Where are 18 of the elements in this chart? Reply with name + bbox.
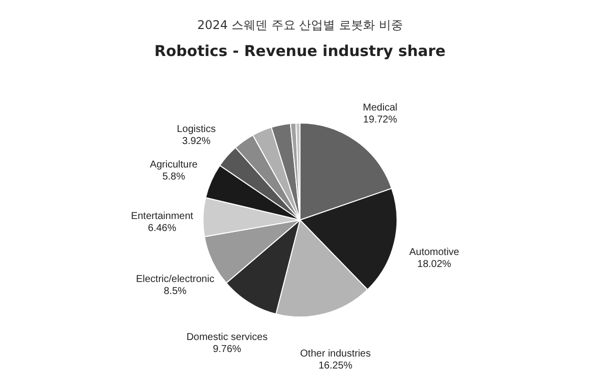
data-label: 18.02%	[417, 259, 452, 270]
data-label: 16.25%	[318, 360, 353, 372]
data-label: 3.92%	[182, 136, 211, 147]
chart-title: 2024 스웨덴 주요 산업별 로봇화 비중	[197, 18, 403, 32]
slice-label: Agriculture	[150, 159, 198, 170]
slice-label: Domestic services	[186, 332, 268, 344]
data-label: 8.5%	[164, 286, 187, 297]
chart-subtitle: Robotics - Revenue industry share	[154, 42, 446, 60]
data-label: 9.76%	[212, 344, 242, 356]
slice-label: Other industries	[300, 348, 371, 360]
slice-label: Medical	[362, 102, 398, 114]
data-label: 19.72%	[363, 114, 398, 126]
slice-label: Automotive	[409, 247, 460, 258]
slice-label: Electric/electronic	[136, 274, 214, 285]
data-label: 6.46%	[148, 222, 176, 234]
data-label: 5.8%	[162, 171, 186, 182]
slice-label: Logistics	[176, 124, 216, 135]
slice-label: Entertainment	[130, 210, 194, 222]
